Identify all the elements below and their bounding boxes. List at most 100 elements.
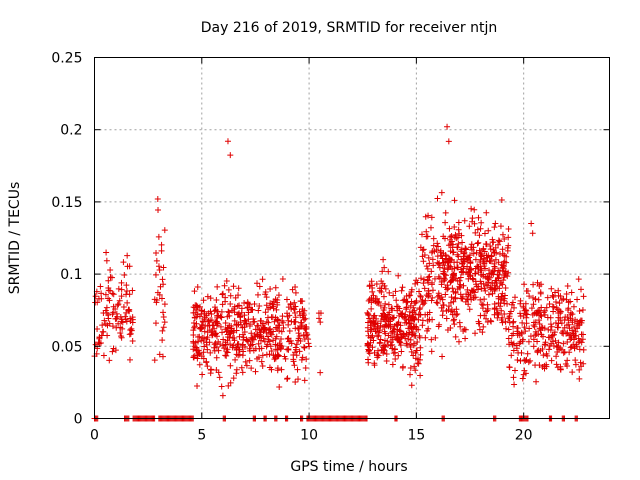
data-point bbox=[246, 357, 253, 364]
data-point bbox=[571, 323, 578, 330]
data-point bbox=[119, 325, 126, 332]
data-point bbox=[478, 272, 485, 279]
data-point bbox=[429, 316, 436, 323]
data-point bbox=[505, 225, 512, 232]
data-point bbox=[272, 284, 279, 291]
data-point bbox=[438, 189, 445, 196]
data-point bbox=[519, 375, 526, 382]
data-point bbox=[160, 324, 167, 331]
data-point bbox=[491, 267, 498, 274]
data-point bbox=[462, 326, 469, 333]
x-tick-label: 20 bbox=[515, 428, 533, 444]
data-point bbox=[489, 239, 496, 246]
data-point bbox=[278, 366, 285, 373]
data-point bbox=[257, 331, 264, 338]
data-point bbox=[483, 308, 490, 315]
data-point bbox=[191, 343, 198, 350]
data-point bbox=[295, 335, 302, 342]
data-point bbox=[407, 365, 414, 372]
data-point bbox=[103, 304, 110, 311]
data-point bbox=[510, 340, 517, 347]
y-tick-label: 0.1 bbox=[60, 267, 82, 283]
data-point bbox=[570, 303, 577, 310]
data-point bbox=[272, 296, 279, 303]
data-point bbox=[456, 277, 463, 284]
data-point bbox=[239, 324, 246, 331]
data-point bbox=[478, 219, 485, 226]
data-point bbox=[411, 340, 418, 347]
data-point bbox=[222, 339, 229, 346]
data-point bbox=[475, 239, 482, 246]
data-point bbox=[487, 243, 494, 250]
data-point bbox=[576, 375, 583, 382]
data-point bbox=[389, 305, 396, 312]
data-point bbox=[551, 289, 558, 296]
data-point bbox=[465, 269, 472, 276]
data-point bbox=[553, 353, 560, 360]
data-point bbox=[517, 297, 524, 304]
data-point bbox=[433, 299, 440, 306]
data-point bbox=[447, 257, 454, 264]
data-point bbox=[225, 286, 232, 293]
data-point bbox=[155, 206, 162, 213]
data-point bbox=[213, 354, 220, 361]
data-point bbox=[417, 344, 424, 351]
data-point bbox=[425, 325, 432, 332]
data-point bbox=[450, 249, 457, 256]
data-point bbox=[408, 314, 415, 321]
data-point bbox=[425, 288, 432, 295]
data-point bbox=[365, 310, 372, 317]
data-point bbox=[92, 293, 99, 300]
data-point bbox=[236, 302, 243, 309]
data-point bbox=[193, 320, 200, 327]
data-point bbox=[109, 311, 116, 318]
data-point bbox=[284, 335, 291, 342]
data-point bbox=[248, 330, 255, 337]
data-point bbox=[190, 327, 197, 334]
data-point bbox=[366, 282, 373, 289]
data-point bbox=[477, 225, 484, 232]
data-point bbox=[276, 327, 283, 334]
data-point bbox=[110, 303, 117, 310]
data-point bbox=[390, 315, 397, 322]
data-point bbox=[505, 335, 512, 342]
data-point bbox=[214, 283, 221, 290]
data-point bbox=[291, 299, 298, 306]
data-point bbox=[536, 362, 543, 369]
data-point bbox=[530, 281, 537, 288]
data-point bbox=[501, 311, 508, 318]
data-point bbox=[105, 277, 112, 284]
data-point bbox=[127, 326, 134, 333]
data-point bbox=[232, 294, 239, 301]
data-point bbox=[550, 294, 557, 301]
data-point bbox=[528, 220, 535, 227]
data-point bbox=[158, 247, 165, 254]
data-point bbox=[159, 353, 166, 360]
data-point bbox=[434, 253, 441, 260]
data-point bbox=[495, 241, 502, 248]
data-point bbox=[241, 299, 248, 306]
data-point bbox=[510, 323, 517, 330]
data-point bbox=[448, 294, 455, 301]
data-point bbox=[366, 342, 373, 349]
data-point bbox=[477, 296, 484, 303]
data-point bbox=[487, 286, 494, 293]
data-point bbox=[222, 352, 229, 359]
data-point bbox=[225, 382, 232, 389]
data-point bbox=[495, 237, 502, 244]
data-point bbox=[259, 276, 266, 283]
data-point bbox=[555, 287, 562, 294]
data-point bbox=[373, 281, 380, 288]
data-point bbox=[413, 326, 420, 333]
data-point bbox=[566, 349, 573, 356]
data-point bbox=[269, 314, 276, 321]
data-point bbox=[194, 382, 201, 389]
data-point bbox=[375, 352, 382, 359]
data-point bbox=[429, 256, 436, 263]
data-point bbox=[263, 294, 270, 301]
data-point bbox=[497, 280, 504, 287]
data-point bbox=[403, 340, 410, 347]
data-point bbox=[457, 323, 464, 330]
data-point bbox=[428, 297, 435, 304]
data-point bbox=[550, 304, 557, 311]
